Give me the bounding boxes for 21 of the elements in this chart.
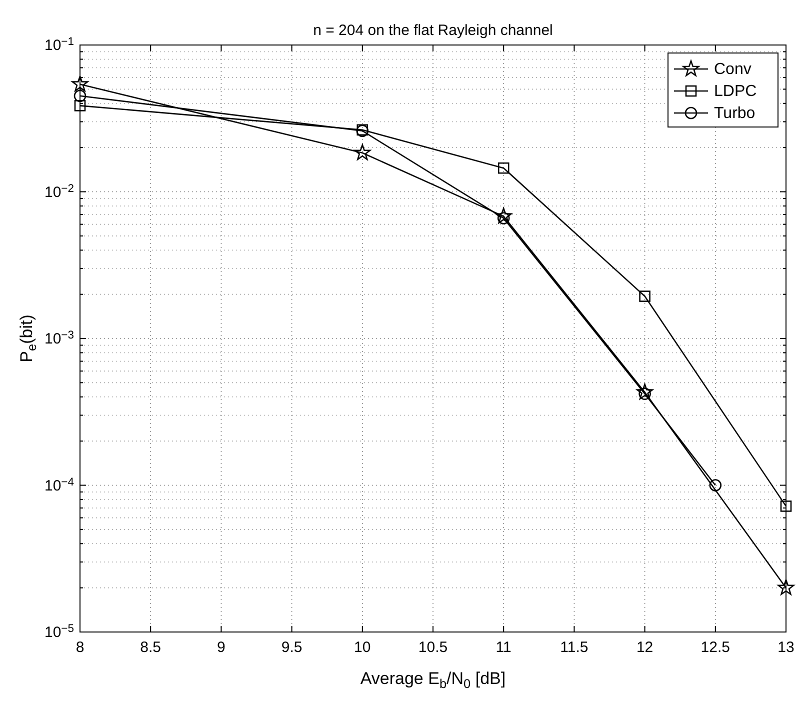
x-tick-label: 11.5	[560, 639, 588, 656]
legend-label: Conv	[714, 61, 752, 78]
y-tick-label: 10$^{−4}$	[44, 476, 74, 494]
y-tick-label: 10$^{−1}$	[44, 36, 74, 54]
y-tick-label: 10$^{−2}$	[44, 182, 74, 201]
x-tick-label: 9	[217, 639, 226, 656]
x-tick-label: 12.5	[700, 639, 730, 656]
y-tick-label: 10$^{−5}$	[44, 623, 74, 641]
x-axis-title: Average E$_{b}$/N$_{0}$ [dB]	[360, 669, 506, 691]
x-tick-label: 8.5	[140, 639, 162, 656]
x-tick-label: 13	[778, 639, 794, 656]
legend-label: Turbo	[714, 105, 756, 122]
legend-label: LDPC	[714, 83, 757, 100]
x-tick-label: 9.5	[281, 639, 302, 656]
x-tick-label: 8	[76, 639, 84, 656]
x-tick-label: 11	[496, 639, 512, 656]
y-tick-label: 10$^{−3}$	[44, 330, 74, 348]
x-tick-label: 10	[354, 639, 371, 656]
chart-title: n = 204 on the flat Rayleigh channel	[313, 22, 553, 39]
x-tick-label: 10.5	[418, 639, 448, 656]
x-tick-label: 12	[636, 639, 654, 656]
